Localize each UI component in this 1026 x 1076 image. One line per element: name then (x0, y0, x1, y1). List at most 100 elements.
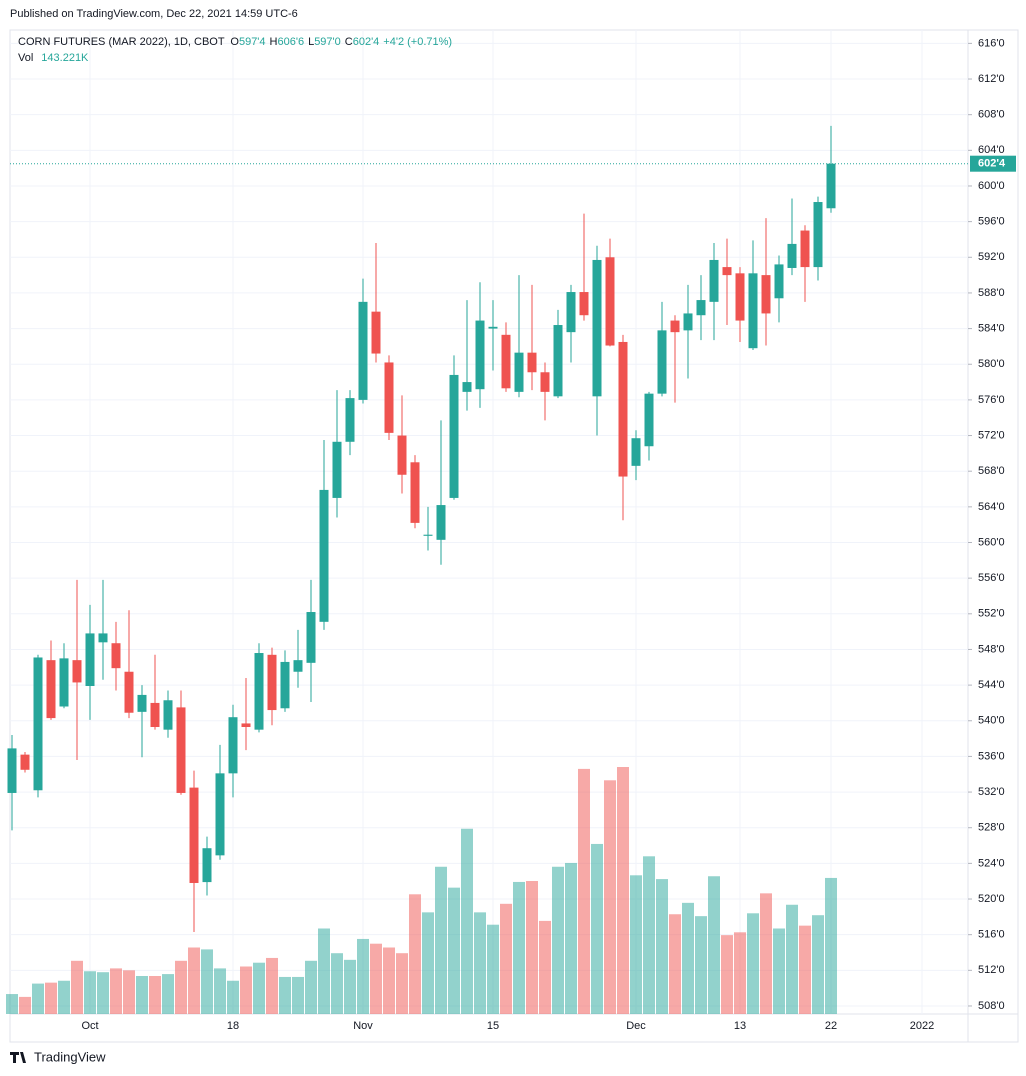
y-tick-label: 524'0 (978, 857, 1005, 869)
candle-body (163, 700, 173, 730)
volume-bar (344, 959, 356, 1014)
candle-body (124, 671, 134, 713)
candle-body (683, 313, 693, 331)
candle-body (397, 435, 407, 475)
volume-bar (149, 976, 161, 1014)
published-note: Published on TradingView.com, Dec 22, 20… (10, 8, 298, 20)
candle-body (813, 202, 823, 268)
x-tick-label: Nov (353, 1020, 373, 1032)
candle-body (475, 320, 485, 390)
legend: CORN FUTURES (MAR 2022), 1D, CBOT O597'4 H… (18, 36, 452, 48)
candle-body (189, 787, 199, 883)
candle-body (605, 257, 615, 346)
volume-bar (435, 866, 447, 1014)
candle-body (254, 653, 264, 730)
volume-bar (773, 928, 785, 1014)
candle-body (176, 707, 186, 793)
candle-body (72, 660, 82, 683)
volume-bar (32, 983, 44, 1014)
y-tick-label: 592'0 (978, 251, 1005, 263)
volume-bar (357, 938, 369, 1014)
volume-bar (708, 876, 720, 1014)
brand-name: TradingView (34, 1049, 106, 1064)
legend-symbol: CORN FUTURES (MAR 2022), 1D, CBOT (18, 36, 225, 48)
volume-bar (539, 920, 551, 1014)
volume-bar (799, 925, 811, 1014)
y-tick-label: 536'0 (978, 750, 1005, 762)
volume-bar (97, 972, 109, 1014)
volume-bar (565, 862, 577, 1014)
volume-bar (188, 947, 200, 1014)
candle-body (553, 325, 563, 397)
volume-bar (643, 856, 655, 1014)
volume-legend: Vol 143.221K (18, 52, 89, 64)
candle-body (787, 243, 797, 268)
volume-bar (786, 904, 798, 1014)
volume-bar (422, 912, 434, 1014)
candle-body (267, 654, 277, 711)
legend-value: 602'4 (353, 36, 380, 48)
candle-body (7, 748, 17, 793)
candle-body (98, 633, 108, 643)
candle-body (488, 326, 498, 329)
candle-body (657, 330, 667, 394)
candle-body (514, 352, 524, 392)
candle-body (670, 320, 680, 333)
volume-bar (617, 767, 629, 1014)
volume-bar (253, 962, 265, 1014)
y-tick-label: 572'0 (978, 429, 1005, 441)
candle-body (800, 230, 810, 268)
volume-bar (71, 960, 83, 1014)
volume-bar (409, 894, 421, 1014)
volume-bar (331, 953, 343, 1014)
x-tick-label: Oct (81, 1020, 98, 1032)
legend-key: L (308, 36, 314, 48)
y-tick-label: 568'0 (978, 465, 1005, 477)
volume-bar (240, 966, 252, 1014)
candle-body (33, 657, 43, 791)
y-tick-label: 540'0 (978, 715, 1005, 727)
last-price-label: 602'4 (978, 158, 1006, 170)
volume-bar (760, 893, 772, 1014)
volume-bar (825, 877, 837, 1014)
last-price-box (970, 155, 1016, 172)
candle-body (345, 398, 355, 442)
candle-body (501, 334, 511, 389)
volume-bar (604, 780, 616, 1014)
candle-body (306, 612, 316, 663)
candle-body (202, 848, 212, 883)
candle-body (722, 267, 732, 276)
volume-bar (812, 915, 824, 1014)
y-tick-label: 580'0 (978, 358, 1005, 370)
volume-bar (305, 960, 317, 1014)
candle-body (449, 374, 459, 498)
y-tick-label: 604'0 (978, 144, 1005, 156)
volume-bar (500, 903, 512, 1014)
legend-key: H (270, 36, 278, 48)
volume-bar (513, 881, 525, 1014)
candle-body (332, 441, 342, 498)
y-tick-label: 508'0 (978, 1000, 1005, 1012)
candle-body (293, 660, 303, 672)
candle-body (241, 723, 251, 727)
candle-body (696, 300, 706, 316)
brand-logo: TradingView (10, 1049, 106, 1064)
x-tick-label: Dec (626, 1020, 646, 1032)
y-tick-label: 544'0 (978, 679, 1005, 691)
candle-body (748, 273, 758, 349)
volume-bar (318, 928, 330, 1014)
y-tick-label: 612'0 (978, 73, 1005, 85)
x-tick-label: 2022 (910, 1020, 934, 1032)
legend-value: 597'4 (239, 36, 266, 48)
candle-body (46, 660, 56, 719)
legend-key: O (230, 36, 239, 48)
x-tick-label: 22 (825, 1020, 837, 1032)
volume-bar (6, 994, 18, 1014)
volume-bar (19, 996, 31, 1014)
volume-bar (84, 971, 96, 1014)
volume-bar (175, 960, 187, 1014)
pane-border (9, 29, 1019, 1043)
volume-bar (396, 953, 408, 1014)
y-tick-label: 584'0 (978, 322, 1005, 334)
candle-body (774, 264, 784, 299)
